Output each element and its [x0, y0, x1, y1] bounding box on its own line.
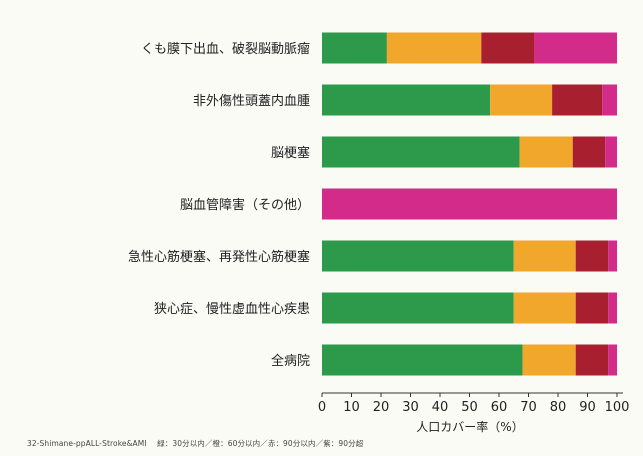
x-tick-label: 40 — [432, 400, 449, 415]
x-tick-label: 70 — [520, 400, 537, 415]
x-tick-label: 30 — [402, 400, 419, 415]
bar-segment — [608, 240, 617, 272]
bar-segment — [322, 32, 387, 64]
footnote-source: 32-Shimane-ppALL-Stroke&AMI — [27, 439, 147, 448]
bar-segment — [522, 344, 576, 376]
bar-segment — [575, 240, 609, 272]
footnote: 32-Shimane-ppALL-Stroke&AMI 緑：30分以内／橙：60… — [27, 438, 363, 449]
footnote-color-key: 緑：30分以内／橙：60分以内／赤：90分以内／紫：90分超 — [157, 439, 364, 448]
bar-segment — [575, 344, 609, 376]
x-tick-label: 100 — [605, 400, 630, 415]
bar-segment — [322, 240, 514, 272]
bar-segment — [386, 32, 482, 64]
category-label: くも膜下出血、破裂脳動脈瘤 — [141, 41, 310, 57]
bar-segment — [608, 344, 617, 376]
category-label: 脳梗塞 — [271, 145, 310, 161]
x-tick-label: 0 — [318, 400, 326, 415]
x-tick-label: 80 — [550, 400, 567, 415]
x-axis-title: 人口カバー率（%） — [416, 419, 523, 434]
bar-segment — [322, 84, 491, 116]
category-label: 狭心症、慢性虚血性心疾患 — [154, 301, 310, 317]
bar-segment — [519, 136, 573, 168]
x-tick-label: 10 — [343, 400, 360, 415]
x-tick-labels: 0 10 20 30 40 50 60 70 80 90 100 — [318, 393, 630, 415]
category-label: 非外傷性頭蓋内血腫 — [193, 93, 310, 109]
bar-segment — [490, 84, 553, 116]
bar-segment — [322, 292, 514, 324]
x-tick-label: 60 — [491, 400, 508, 415]
x-tick-label: 50 — [461, 400, 478, 415]
bar-segment — [602, 84, 617, 116]
bars-layer — [322, 32, 617, 376]
category-label: 全病院 — [271, 353, 310, 369]
category-label: 脳血管障害（その他） — [180, 197, 310, 213]
bar-segment — [322, 136, 520, 168]
category-label: 急性心筋梗塞、再発性心筋梗塞 — [128, 249, 310, 265]
x-tick-label: 90 — [579, 400, 596, 415]
x-tick-label: 20 — [373, 400, 390, 415]
bar-segment — [605, 136, 617, 168]
bar-segment — [575, 292, 609, 324]
bar-segment — [481, 32, 535, 64]
bar-segment — [513, 240, 576, 272]
bar-segment — [322, 344, 523, 376]
bar-segment — [534, 32, 617, 64]
bar-segment — [322, 188, 617, 220]
bar-segment — [513, 292, 576, 324]
bar-segment — [552, 84, 603, 116]
bar-segment — [608, 292, 617, 324]
bar-segment — [572, 136, 606, 168]
